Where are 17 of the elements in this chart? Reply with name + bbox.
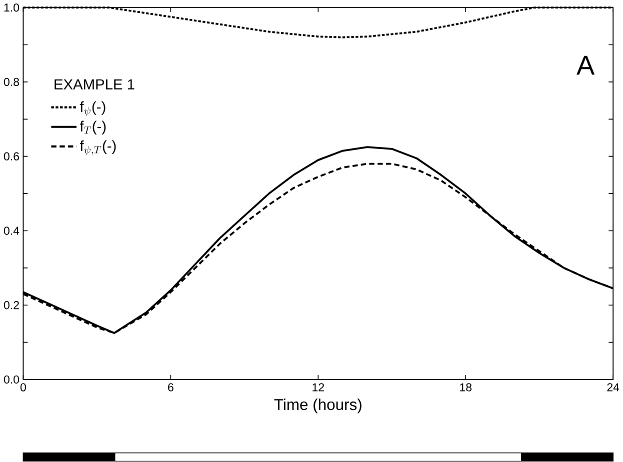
y-tick-label: 1.0 xyxy=(4,4,20,12)
legend-label: $\textrm{f}_{T}\textrm{(-)}$ xyxy=(80,120,106,135)
legend-title: EXAMPLE 1 xyxy=(54,79,134,90)
annotation: A xyxy=(576,56,595,75)
legend-label: $\textrm{f}_{\psi}\textrm{(-)}$ xyxy=(80,101,106,116)
x-tick-label: 12 xyxy=(312,383,324,392)
x-axis-title: Time (hours) xyxy=(274,398,362,414)
x-tick-label: 0 xyxy=(20,383,26,392)
x-tick-label: 18 xyxy=(460,383,472,392)
x-tick-label: 24 xyxy=(607,383,620,392)
y-tick-label: 0.4 xyxy=(4,226,20,235)
y-tick-label: 0.2 xyxy=(4,301,19,310)
legend-label: $\textrm{f}_{\psi,T}\textrm{(-)}$ xyxy=(80,140,116,156)
y-tick-label: 0.0 xyxy=(4,376,20,384)
y-tick-label: 0.6 xyxy=(4,152,20,161)
x-tick-label: 6 xyxy=(168,383,174,392)
y-tick-label: 0.8 xyxy=(4,78,20,86)
